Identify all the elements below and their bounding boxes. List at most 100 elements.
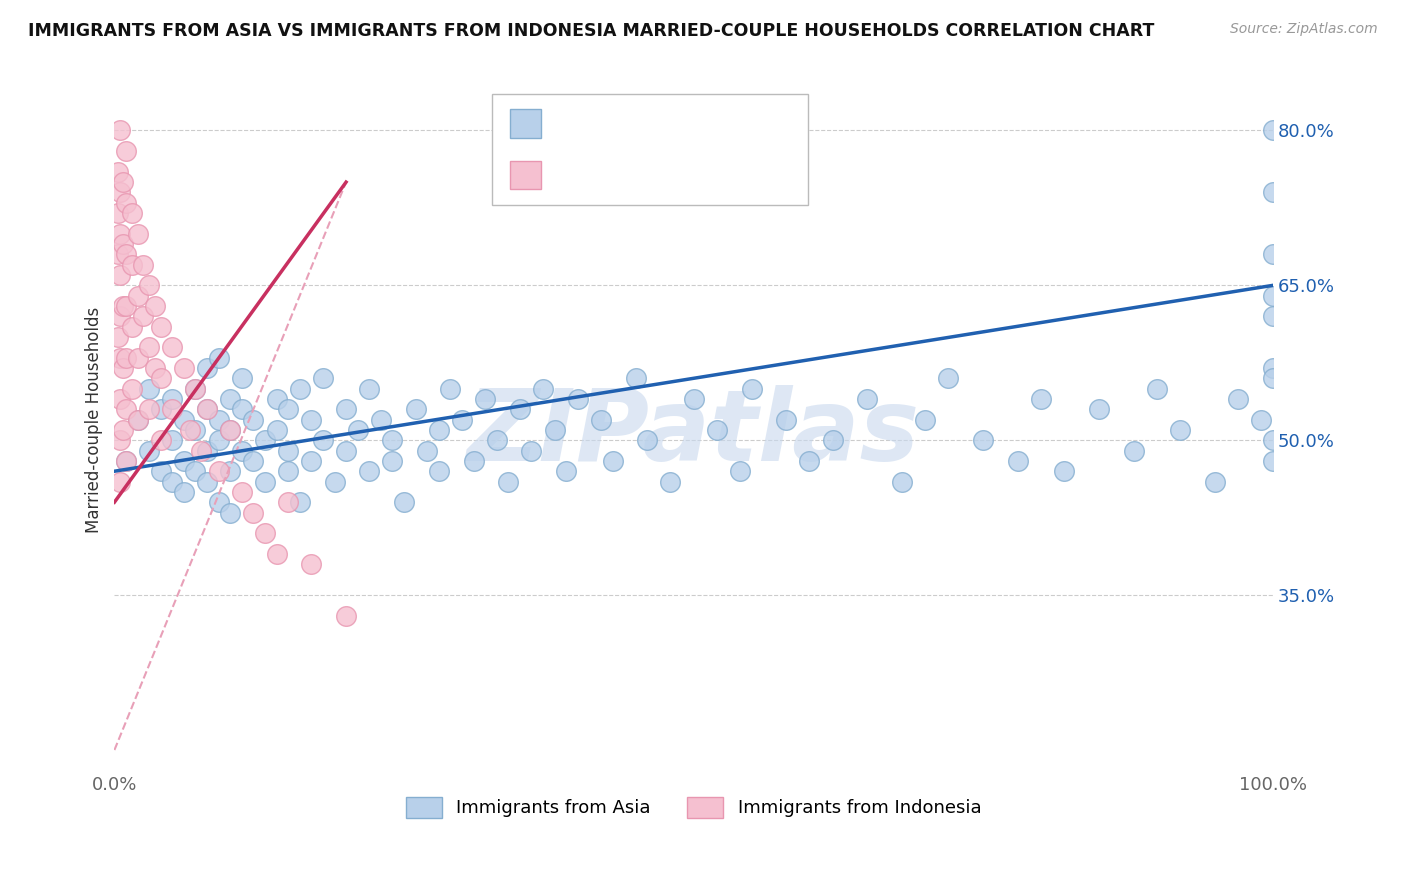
Point <box>359 464 381 478</box>
Point <box>972 434 994 448</box>
Point <box>111 237 134 252</box>
Point <box>108 351 131 365</box>
Point <box>602 454 624 468</box>
Point <box>173 361 195 376</box>
Point <box>143 361 166 376</box>
Point <box>741 382 763 396</box>
Point <box>107 206 129 220</box>
Point <box>299 454 322 468</box>
Point <box>543 423 565 437</box>
Point <box>636 434 658 448</box>
Legend: Immigrants from Asia, Immigrants from Indonesia: Immigrants from Asia, Immigrants from In… <box>399 789 988 825</box>
Point <box>190 443 212 458</box>
Point <box>108 123 131 137</box>
Point <box>242 506 264 520</box>
Point <box>162 475 184 489</box>
Point <box>195 402 218 417</box>
Point <box>208 464 231 478</box>
Point <box>121 258 143 272</box>
Point <box>173 484 195 499</box>
Point <box>416 443 439 458</box>
Point <box>127 412 149 426</box>
Point <box>115 195 138 210</box>
Point <box>132 310 155 324</box>
Point <box>115 144 138 158</box>
Point <box>427 464 450 478</box>
Point <box>299 557 322 571</box>
Point <box>138 340 160 354</box>
Point <box>231 402 253 417</box>
Point <box>115 247 138 261</box>
Point <box>132 258 155 272</box>
Point <box>509 402 531 417</box>
Point <box>219 464 242 478</box>
Text: R =: R = <box>551 166 585 184</box>
Point <box>138 402 160 417</box>
Point <box>127 288 149 302</box>
Point <box>219 423 242 437</box>
Point <box>184 423 207 437</box>
Point <box>555 464 578 478</box>
Point <box>359 382 381 396</box>
Point <box>1261 454 1284 468</box>
Point <box>938 371 960 385</box>
Point <box>108 434 131 448</box>
Point <box>323 475 346 489</box>
Point <box>1261 371 1284 385</box>
Point <box>162 392 184 406</box>
Point <box>520 443 543 458</box>
Point <box>439 382 461 396</box>
Point <box>162 340 184 354</box>
Point <box>1227 392 1250 406</box>
Point <box>775 412 797 426</box>
Point <box>451 412 474 426</box>
Point <box>624 371 647 385</box>
Point <box>914 412 936 426</box>
Point <box>856 392 879 406</box>
Point <box>335 402 357 417</box>
Point <box>728 464 751 478</box>
Point <box>1146 382 1168 396</box>
Point <box>184 382 207 396</box>
Point <box>115 351 138 365</box>
Point <box>127 351 149 365</box>
Point <box>288 495 311 509</box>
Point <box>266 423 288 437</box>
Point <box>682 392 704 406</box>
Point <box>184 464 207 478</box>
Point <box>659 475 682 489</box>
Point <box>288 382 311 396</box>
Point <box>589 412 612 426</box>
Point <box>370 412 392 426</box>
Point <box>242 454 264 468</box>
Point <box>208 412 231 426</box>
Point <box>195 402 218 417</box>
Point <box>242 412 264 426</box>
Point <box>706 423 728 437</box>
Point <box>121 382 143 396</box>
Point <box>149 402 172 417</box>
Point <box>184 382 207 396</box>
Point <box>107 330 129 344</box>
Point <box>111 361 134 376</box>
Point <box>173 412 195 426</box>
Point <box>111 299 134 313</box>
Point <box>277 443 299 458</box>
Point <box>219 506 242 520</box>
Point <box>149 319 172 334</box>
Point <box>531 382 554 396</box>
Point <box>143 299 166 313</box>
Point <box>138 382 160 396</box>
Point <box>162 434 184 448</box>
Point <box>127 227 149 241</box>
Point <box>107 165 129 179</box>
Point <box>1261 247 1284 261</box>
Text: 0.373: 0.373 <box>588 115 644 133</box>
Point <box>108 475 131 489</box>
Point <box>115 402 138 417</box>
Point <box>1261 310 1284 324</box>
Point <box>312 371 335 385</box>
Text: IMMIGRANTS FROM ASIA VS IMMIGRANTS FROM INDONESIA MARRIED-COUPLE HOUSEHOLDS CORR: IMMIGRANTS FROM ASIA VS IMMIGRANTS FROM … <box>28 22 1154 40</box>
Point <box>1053 464 1076 478</box>
Point <box>821 434 844 448</box>
